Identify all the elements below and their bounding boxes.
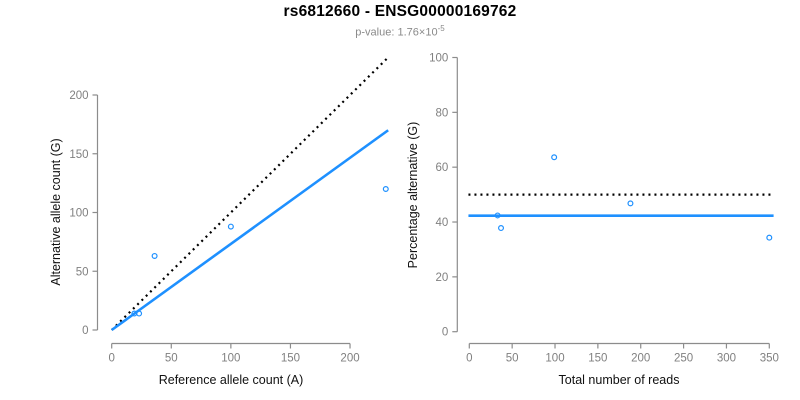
pvalue-exponent: -5: [437, 24, 445, 33]
x-tick-label: 100: [545, 353, 564, 365]
x-tick-label: 250: [674, 353, 693, 365]
plot-percentage-vs-reads: 0 20 40 60 80 100 0 50 100 150 200 250 300 350 Total …: [406, 53, 779, 388]
y-tick-label: 150: [69, 149, 88, 161]
x-tick-label: 350: [760, 353, 779, 365]
y-axis-label-right: Percentage alternative (G): [406, 122, 420, 269]
data-point: [136, 310, 143, 317]
data-point: [766, 234, 773, 241]
y-tick-label: 0: [82, 325, 88, 337]
pvalue-base: ×10: [418, 26, 438, 39]
pvalue-mantissa: 1.76: [397, 26, 419, 39]
y-axis-label-left: Alternative allele count (G): [49, 138, 63, 285]
data-point: [494, 212, 501, 219]
data-point: [227, 223, 234, 230]
plot-reference-vs-alternative: 0 50 100 150 200 0 50 100 150 200 Reference allel…: [49, 57, 389, 387]
data-point: [498, 225, 505, 232]
y-tick-label: 0: [442, 327, 448, 339]
y-tick-label: 100: [429, 53, 448, 65]
x-tick-label: 200: [631, 353, 650, 365]
x-tick-label: 100: [221, 353, 240, 365]
x-tick-label: 0: [466, 353, 472, 365]
data-marks-left: [110, 57, 389, 332]
axes-right: 0 20 40 60 80 100 0 50 100 150 200 250 300 350: [429, 53, 779, 365]
x-tick-label: 0: [108, 353, 114, 365]
figure-subtitle: p-value: 1.76×10-5: [0, 24, 800, 39]
figure-header: rs6812660 - ENSG00000169762 p-value: 1.7…: [0, 3, 800, 39]
y-tick-label: 100: [69, 208, 88, 220]
axes-left: 0 50 100 150 200 0 50 100 150 200: [69, 90, 359, 365]
x-tick-label: 150: [281, 353, 300, 365]
data-point: [151, 252, 158, 259]
y-tick-label: 80: [436, 107, 449, 119]
data-point: [551, 154, 558, 161]
y-tick-label: 20: [436, 272, 449, 284]
identity-line: [110, 57, 388, 331]
x-tick-label: 50: [165, 353, 178, 365]
x-tick-label: 200: [340, 353, 359, 365]
fitted-line: [110, 129, 389, 332]
data-marks-right: [468, 154, 774, 241]
figure-title: rs6812660 - ENSG00000169762: [283, 3, 517, 20]
x-axis-label-left: Reference allele count (A): [159, 373, 304, 387]
y-tick-label: 40: [436, 217, 449, 229]
x-tick-label: 300: [717, 353, 736, 365]
x-tick-label: 50: [506, 353, 519, 365]
x-axis-label-right: Total number of reads: [559, 373, 680, 387]
x-tick-label: 150: [588, 353, 607, 365]
y-tick-label: 50: [76, 266, 89, 278]
pvalue-label: p-value:: [355, 26, 395, 39]
data-point: [382, 186, 389, 193]
data-point: [627, 200, 634, 207]
y-tick-label: 200: [69, 90, 88, 102]
y-tick-label: 60: [436, 162, 449, 174]
